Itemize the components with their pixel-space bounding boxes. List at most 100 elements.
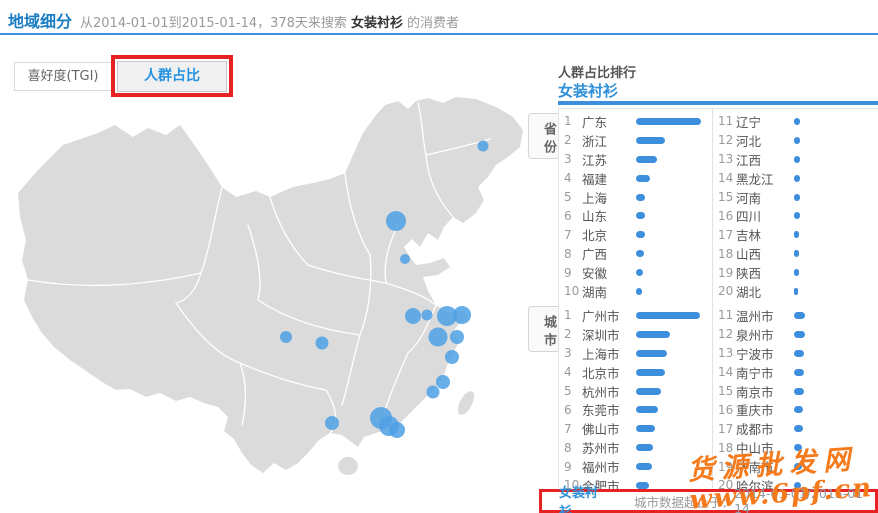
header-divider xyxy=(0,33,878,35)
map-bubble[interactable] xyxy=(436,375,450,389)
header: 地域细分 从2014-01-01到2015-01-14，378天来搜索 女装衬衫 的消… xyxy=(8,8,878,32)
rank-row: 17 成都市 xyxy=(718,419,805,438)
rank-row: 2 浙江 xyxy=(564,131,701,150)
rank-number: 5 xyxy=(564,384,572,398)
map-bubble[interactable] xyxy=(421,309,433,321)
rank-bar xyxy=(636,250,644,258)
rank-row: 18 山西 xyxy=(718,244,800,263)
page-title: 地域细分 xyxy=(8,12,73,31)
panel-heading: 人群占比排行 xyxy=(558,66,637,81)
map-bubble[interactable] xyxy=(426,385,440,399)
ranking-panel: 人群占比排行 女装衬衫 省份 城市 1 广东 2 浙江 3 江苏 4 福建 5 上海 6 山东 7 北京 8… xyxy=(528,60,878,513)
region-name: 福州市 xyxy=(582,460,620,476)
rank-number: 10 xyxy=(564,284,580,299)
rank-row: 6 东莞市 xyxy=(564,400,700,419)
rank-number: 2 xyxy=(564,133,572,148)
map-bubble[interactable] xyxy=(280,331,292,343)
rank-row: 3 江苏 xyxy=(564,150,701,169)
rank-bar xyxy=(794,481,801,489)
rank-number: 5 xyxy=(564,190,572,204)
rank-bar xyxy=(794,250,799,258)
rank-number: 4 xyxy=(564,365,572,380)
region-name: 南宁市 xyxy=(736,365,774,381)
map-bubble[interactable] xyxy=(325,416,339,430)
map-bubble[interactable] xyxy=(477,140,489,152)
map-bubble[interactable] xyxy=(405,308,421,324)
region-name: 四川 xyxy=(736,209,762,225)
rank-number: 8 xyxy=(564,246,572,261)
rank-number: 3 xyxy=(564,152,572,167)
china-map[interactable] xyxy=(8,95,543,500)
rank-bar xyxy=(794,406,803,414)
rank-row: 1 广州市 xyxy=(564,306,700,325)
rank-row: 4 福建 xyxy=(564,169,701,188)
rank-number: 14 xyxy=(718,171,734,186)
rank-number: 18 xyxy=(718,440,734,455)
rank-row: 5 上海 xyxy=(564,188,701,207)
region-name: 河北 xyxy=(736,133,762,149)
region-name: 上海市 xyxy=(582,346,620,362)
map-bubble[interactable] xyxy=(428,327,448,347)
region-name: 中山市 xyxy=(736,441,774,457)
map-bubble[interactable] xyxy=(437,306,457,326)
rank-row: 14 南宁市 xyxy=(718,363,805,382)
rank-number: 8 xyxy=(564,440,572,455)
rank-number: 13 xyxy=(718,346,734,361)
rank-row: 1 广东 xyxy=(564,112,701,131)
section-label-province: 省份 xyxy=(528,113,558,159)
rank-bar xyxy=(636,269,643,277)
rank-row: 13 宁波市 xyxy=(718,344,805,363)
map-bubble[interactable] xyxy=(386,211,406,231)
rank-row: 9 安徽 xyxy=(564,263,701,282)
rank-number: 15 xyxy=(718,384,734,398)
region-name: 济南市 xyxy=(736,460,774,476)
rank-number: 20 xyxy=(718,284,734,299)
rank-bar xyxy=(636,425,655,433)
rank-row: 17 吉林 xyxy=(718,225,800,244)
rank-row: 20 湖北 xyxy=(718,282,800,301)
rank-row: 3 上海市 xyxy=(564,344,700,363)
taiwan-island xyxy=(457,391,475,415)
map-bubble[interactable] xyxy=(400,254,410,264)
region-name: 宁波市 xyxy=(736,346,774,362)
rank-number: 20 xyxy=(718,478,734,493)
rank-number: 11 xyxy=(718,114,734,129)
map-bubble[interactable] xyxy=(315,336,329,350)
map-bubble[interactable] xyxy=(389,422,405,438)
rank-bar xyxy=(636,406,658,414)
tab-preference-tgi[interactable]: 喜好度(TGI) xyxy=(14,62,112,91)
table-vline-left xyxy=(558,109,559,488)
region-name: 湖北 xyxy=(736,284,762,300)
rank-number: 1 xyxy=(564,114,572,129)
rank-row: 16 四川 xyxy=(718,206,800,225)
rank-row: 13 江西 xyxy=(718,150,800,169)
rank-bar xyxy=(636,155,657,163)
map-bubble[interactable] xyxy=(450,330,464,344)
province-borders xyxy=(27,102,491,434)
rank-row: 6 山东 xyxy=(564,206,701,225)
region-name: 南京市 xyxy=(736,384,774,400)
region-name: 广西 xyxy=(582,247,608,263)
rank-bar xyxy=(794,349,804,357)
rank-bar xyxy=(794,330,805,338)
rank-row: 7 佛山市 xyxy=(564,419,700,438)
rank-number: 7 xyxy=(564,227,572,242)
rank-bar xyxy=(636,287,642,295)
rank-bar xyxy=(794,269,799,277)
rank-number: 14 xyxy=(718,365,734,380)
map-bubble[interactable] xyxy=(445,350,459,364)
rank-bar xyxy=(794,193,800,201)
rank-row: 19 济南市 xyxy=(718,457,805,476)
tab-crowd-ratio[interactable]: 人群占比 xyxy=(117,61,227,92)
section-label-city: 城市 xyxy=(528,306,558,352)
rank-row: 15 河南 xyxy=(718,188,800,207)
header-keyword: 女装衬衫 xyxy=(350,16,403,31)
rank-row: 19 陕西 xyxy=(718,263,800,282)
region-name: 佛山市 xyxy=(582,422,620,438)
map-bubble[interactable] xyxy=(453,306,471,324)
region-name: 广东 xyxy=(582,114,608,130)
rank-bar xyxy=(636,193,645,201)
region-name: 温州市 xyxy=(736,308,774,324)
region-name: 重庆市 xyxy=(736,403,774,419)
